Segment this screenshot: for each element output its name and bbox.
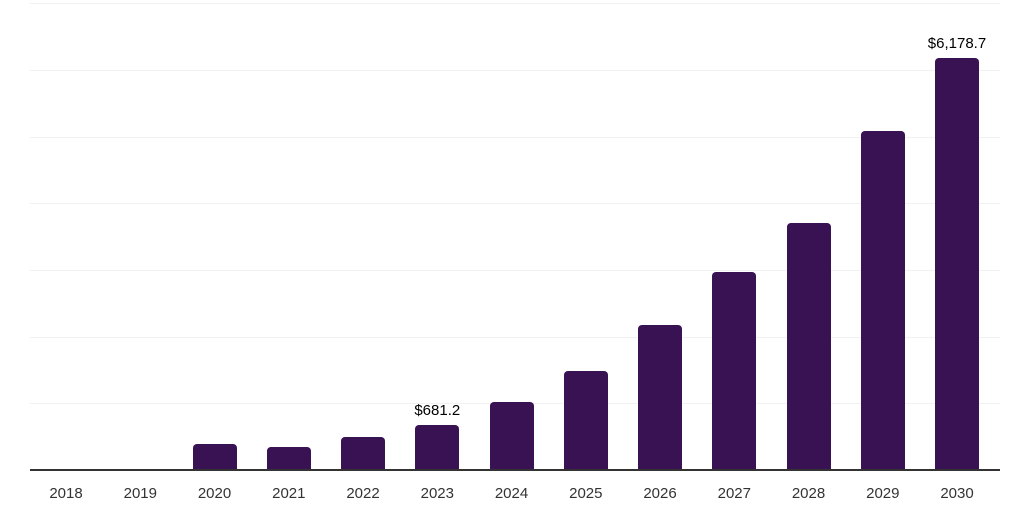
x-tick-2018: 2018: [49, 485, 83, 502]
x-tick-2020: 2020: [197, 485, 232, 502]
bar-2023: [415, 424, 460, 470]
x-tick-2030: 2030: [940, 485, 974, 502]
x-tick-2022: 2022: [346, 485, 380, 502]
bar-2021: [266, 446, 311, 470]
x-tick-2027: 2027: [717, 485, 751, 502]
x-tick-2023: 2023: [420, 485, 454, 502]
bar-2030: [935, 58, 979, 470]
bar-2028: [786, 222, 831, 470]
gridline-5000: [30, 136, 1000, 138]
x-tick-2024: 2024: [494, 485, 529, 502]
gridline-7000: [30, 3, 1000, 5]
x-tick-2019: 2019: [123, 485, 157, 502]
x-tick-2029: 2029: [866, 485, 900, 502]
bar-2024: [489, 402, 534, 470]
bar-2020: [192, 443, 237, 470]
bar-2029: [860, 130, 905, 470]
bar-2025: [563, 370, 608, 470]
x-tick-2026: 2026: [643, 485, 677, 502]
x-tick-2021: 2021: [272, 485, 306, 502]
gridline-4000: [30, 203, 1000, 205]
x-tick-2025: 2025: [569, 485, 603, 502]
bar-2026: [638, 325, 682, 470]
gridline-3000: [30, 270, 1000, 271]
gridline-2000: [30, 336, 1000, 338]
bar-value-label-2023: $681.2: [414, 401, 461, 419]
bar-2027: [712, 272, 757, 470]
x-axis-line: [30, 469, 1000, 471]
gridline-6000: [30, 70, 1000, 71]
bar-2022: [341, 437, 385, 470]
x-tick-2028: 2028: [791, 485, 826, 502]
bar-value-label-2030: $6,178.7: [927, 35, 987, 53]
